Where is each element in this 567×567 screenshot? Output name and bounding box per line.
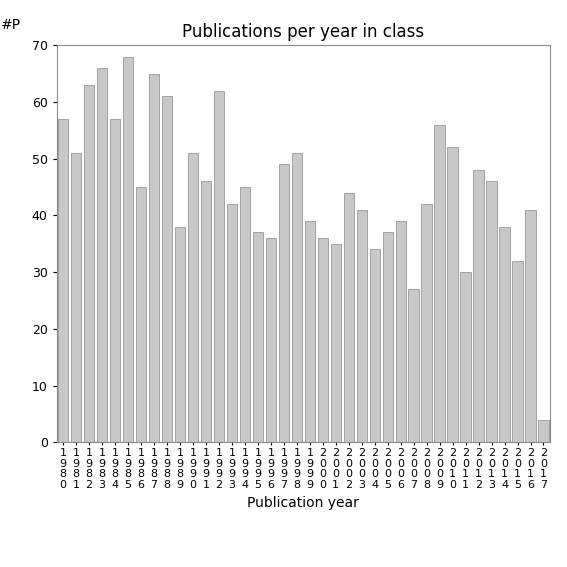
Bar	[513, 261, 523, 442]
Bar	[123, 57, 133, 442]
Bar	[473, 170, 484, 442]
Bar	[214, 91, 224, 442]
Bar	[149, 74, 159, 442]
Bar	[110, 119, 120, 442]
Bar	[240, 187, 250, 442]
Bar	[71, 153, 82, 442]
Bar	[201, 181, 211, 442]
Bar	[434, 125, 445, 442]
Bar	[97, 68, 107, 442]
Bar	[318, 238, 328, 442]
Bar	[344, 193, 354, 442]
Bar	[162, 96, 172, 442]
Bar	[331, 244, 341, 442]
Bar	[370, 249, 380, 442]
Bar	[396, 221, 406, 442]
Bar	[188, 153, 198, 442]
Title: Publications per year in class: Publications per year in class	[182, 23, 425, 41]
Bar	[253, 232, 263, 442]
Bar	[383, 232, 393, 442]
Bar	[227, 204, 237, 442]
Bar	[447, 147, 458, 442]
Bar	[408, 289, 419, 442]
Bar	[175, 227, 185, 442]
Bar	[58, 119, 69, 442]
X-axis label: Publication year: Publication year	[247, 496, 359, 510]
Bar	[291, 153, 302, 442]
Bar	[266, 238, 276, 442]
Bar	[500, 227, 510, 442]
Bar	[421, 204, 432, 442]
Bar	[84, 85, 94, 442]
Text: #P: #P	[1, 18, 22, 32]
Bar	[357, 210, 367, 442]
Bar	[486, 181, 497, 442]
Bar	[304, 221, 315, 442]
Bar	[136, 187, 146, 442]
Bar	[460, 272, 471, 442]
Bar	[538, 420, 549, 442]
Bar	[278, 164, 289, 442]
Bar	[525, 210, 536, 442]
